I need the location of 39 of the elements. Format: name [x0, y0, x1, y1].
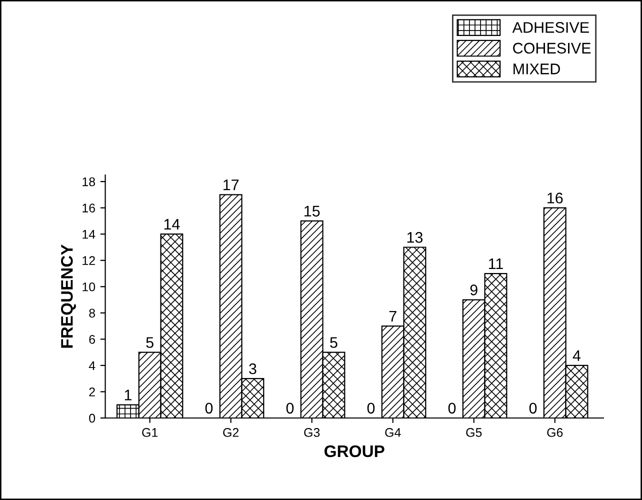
data-label: 13 — [407, 232, 423, 243]
data-label: 3 — [249, 363, 256, 374]
x-tick-label: G4 — [385, 428, 401, 437]
x-axis-title: GROUP — [324, 445, 384, 458]
data-label: 16 — [548, 192, 563, 204]
data-label: 14 — [164, 219, 180, 230]
y-tick-label: 16 — [82, 204, 96, 212]
data-label: 0 — [205, 402, 213, 414]
legend-label: MIXED — [514, 64, 560, 74]
y-tick-label: 14 — [82, 230, 96, 239]
data-label: 5 — [146, 337, 154, 348]
data-label: 1 — [124, 390, 132, 400]
y-tick-label: 4 — [88, 361, 96, 370]
y-tick-label: 10 — [82, 282, 96, 292]
y-tick-label: 18 — [82, 177, 96, 186]
data-label: 0 — [448, 402, 456, 414]
y-tick-label: 12 — [82, 256, 95, 265]
legend-label: COHESIVE — [513, 42, 591, 54]
data-label: 4 — [572, 350, 581, 361]
data-label: 0 — [286, 402, 294, 414]
data-label: 0 — [367, 402, 375, 414]
x-tick-label: G3 — [304, 428, 320, 437]
y-tick-label: 6 — [89, 334, 96, 344]
data-label: 0 — [529, 402, 537, 414]
data-label: 11 — [488, 258, 503, 269]
data-label: 15 — [304, 206, 320, 217]
data-label: 17 — [224, 180, 239, 190]
data-label: 5 — [330, 337, 338, 348]
data-label: 9 — [470, 284, 478, 296]
y-tick-label: 0 — [89, 414, 96, 423]
x-tick-label: G1 — [142, 428, 158, 437]
x-tick-label: G6 — [547, 428, 563, 437]
data-label: 7 — [389, 310, 396, 322]
y-axis-title: FREQUENCY — [61, 244, 76, 348]
x-tick-label: G2 — [223, 428, 239, 437]
x-tick-label: G5 — [466, 428, 482, 437]
y-tick-label: 8 — [89, 308, 96, 318]
y-tick-label: 2 — [89, 388, 95, 396]
legend-label: ADHESIVE — [512, 22, 589, 33]
